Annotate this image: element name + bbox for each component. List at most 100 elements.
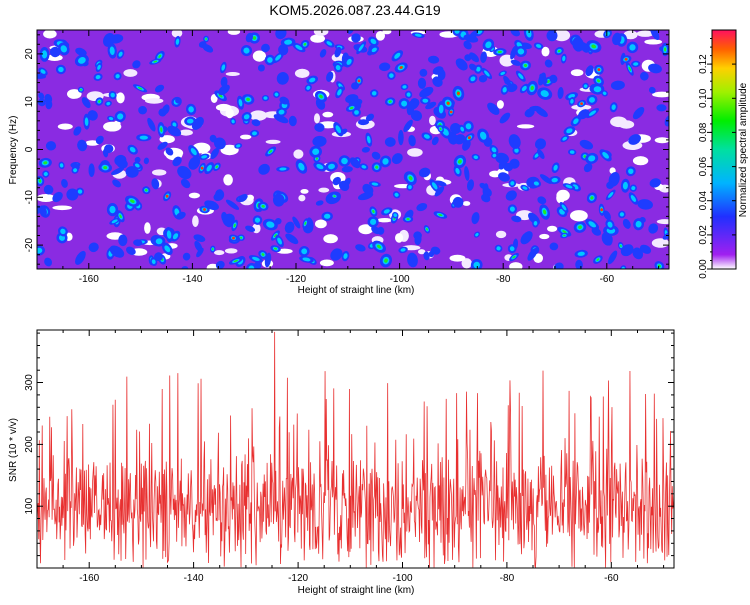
heatmap-cell bbox=[590, 196, 594, 200]
heatmap-cell bbox=[620, 244, 634, 257]
heatmap-cell bbox=[312, 148, 320, 155]
heatmap-cell bbox=[172, 233, 179, 240]
heatmap-cell bbox=[535, 138, 546, 150]
heatmap-y-tick-label: 0 bbox=[24, 146, 35, 152]
heatmap-cell bbox=[503, 162, 514, 172]
heatmap-cell bbox=[116, 92, 125, 104]
heatmap-cell bbox=[509, 246, 515, 252]
heatmap-cell bbox=[276, 72, 289, 85]
heatmap-cell bbox=[43, 184, 54, 195]
heatmap-cell bbox=[40, 69, 46, 74]
heatmap-cell bbox=[577, 109, 590, 120]
heatmap-cell bbox=[611, 104, 616, 110]
heatmap-cell bbox=[511, 215, 522, 223]
heatmap-cell bbox=[539, 73, 548, 84]
heatmap-cell bbox=[577, 251, 585, 256]
heatmap-cell bbox=[588, 155, 596, 162]
snr-x-tick-label: -80 bbox=[500, 573, 515, 584]
heatmap-cell bbox=[544, 59, 553, 68]
heatmap-cell bbox=[540, 90, 549, 98]
heatmap-cell bbox=[126, 246, 136, 255]
heatmap-cell bbox=[503, 75, 512, 87]
heatmap-cell bbox=[522, 186, 528, 190]
heatmap-cell bbox=[267, 57, 273, 63]
heatmap-cell bbox=[314, 123, 325, 132]
heatmap-cell bbox=[596, 258, 600, 261]
heatmap-cell bbox=[422, 98, 429, 103]
heatmap-cell bbox=[432, 66, 444, 75]
heatmap-cell bbox=[335, 125, 342, 134]
heatmap-cell bbox=[319, 94, 323, 99]
heatmap-cell bbox=[134, 156, 141, 163]
heatmap-cell bbox=[153, 60, 158, 63]
heatmap-cell bbox=[318, 187, 330, 193]
heatmap-cell bbox=[316, 164, 324, 170]
heatmap-cell bbox=[332, 176, 341, 186]
heatmap-cell bbox=[341, 166, 353, 173]
heatmap-cell bbox=[591, 227, 602, 236]
heatmap-cell bbox=[165, 147, 174, 156]
heatmap-cell bbox=[77, 189, 83, 194]
heatmap-cell bbox=[572, 36, 584, 52]
heatmap-cell bbox=[138, 87, 143, 90]
heatmap-cell bbox=[469, 52, 480, 63]
heatmap-cell bbox=[165, 194, 169, 198]
heatmap-cell bbox=[361, 164, 367, 169]
heatmap-cell bbox=[111, 167, 124, 176]
heatmap-cell bbox=[449, 254, 466, 262]
snr-line-layer bbox=[37, 331, 674, 568]
heatmap-cell bbox=[566, 128, 573, 134]
heatmap-cell bbox=[246, 97, 250, 102]
heatmap-cell bbox=[649, 178, 661, 188]
heatmap-cell bbox=[430, 246, 441, 255]
heatmap-cell bbox=[382, 158, 389, 165]
heatmap-cell bbox=[60, 228, 66, 235]
heatmap-x-tick-label: -60 bbox=[600, 274, 615, 285]
heatmap-cell bbox=[301, 248, 308, 255]
heatmap-cell bbox=[557, 49, 561, 53]
heatmap-cell bbox=[375, 31, 385, 41]
heatmap-cell bbox=[309, 77, 316, 83]
heatmap-cell bbox=[573, 118, 579, 125]
heatmap-cell bbox=[44, 257, 53, 267]
heatmap-cell bbox=[407, 252, 418, 268]
heatmap-cell bbox=[388, 100, 392, 103]
heatmap-cell bbox=[110, 92, 115, 98]
heatmap-cell bbox=[530, 85, 534, 91]
heatmap-cell bbox=[495, 230, 507, 239]
heatmap-cell bbox=[425, 101, 437, 110]
heatmap-cell bbox=[517, 48, 525, 55]
heatmap-cell bbox=[639, 71, 649, 81]
heatmap-cell bbox=[602, 151, 609, 159]
heatmap-cell bbox=[553, 262, 564, 269]
heatmap-cell bbox=[407, 185, 412, 190]
heatmap-cell bbox=[524, 108, 535, 118]
heatmap-cell bbox=[57, 123, 73, 130]
heatmap-cell bbox=[663, 47, 667, 52]
heatmap-cell bbox=[351, 33, 361, 43]
heatmap-cell bbox=[45, 99, 53, 110]
heatmap-cell bbox=[398, 129, 404, 146]
heatmap-cell bbox=[210, 94, 218, 103]
heatmap-cell bbox=[41, 50, 48, 59]
heatmap-cell bbox=[370, 218, 377, 225]
heatmap-cell bbox=[205, 38, 208, 40]
heatmap-cell bbox=[61, 178, 68, 188]
heatmap-cell bbox=[514, 148, 519, 153]
heatmap-cell bbox=[406, 92, 411, 97]
heatmap-cell bbox=[644, 39, 663, 45]
snr-x-axis-label: Height of straight line (km) bbox=[298, 585, 415, 596]
heatmap-cell bbox=[366, 135, 371, 144]
heatmap-cell bbox=[371, 182, 379, 186]
heatmap-cell bbox=[597, 68, 601, 72]
heatmap-cell bbox=[496, 246, 501, 251]
heatmap-cell bbox=[603, 210, 611, 221]
heatmap-cell bbox=[243, 114, 250, 120]
heatmap-cell bbox=[179, 129, 193, 136]
heatmap-cell bbox=[631, 186, 636, 191]
heatmap-cell bbox=[139, 135, 148, 140]
heatmap-cell bbox=[175, 97, 182, 104]
heatmap-cell bbox=[274, 233, 277, 238]
snr-frame bbox=[36, 329, 675, 569]
heatmap-cell bbox=[520, 231, 533, 245]
